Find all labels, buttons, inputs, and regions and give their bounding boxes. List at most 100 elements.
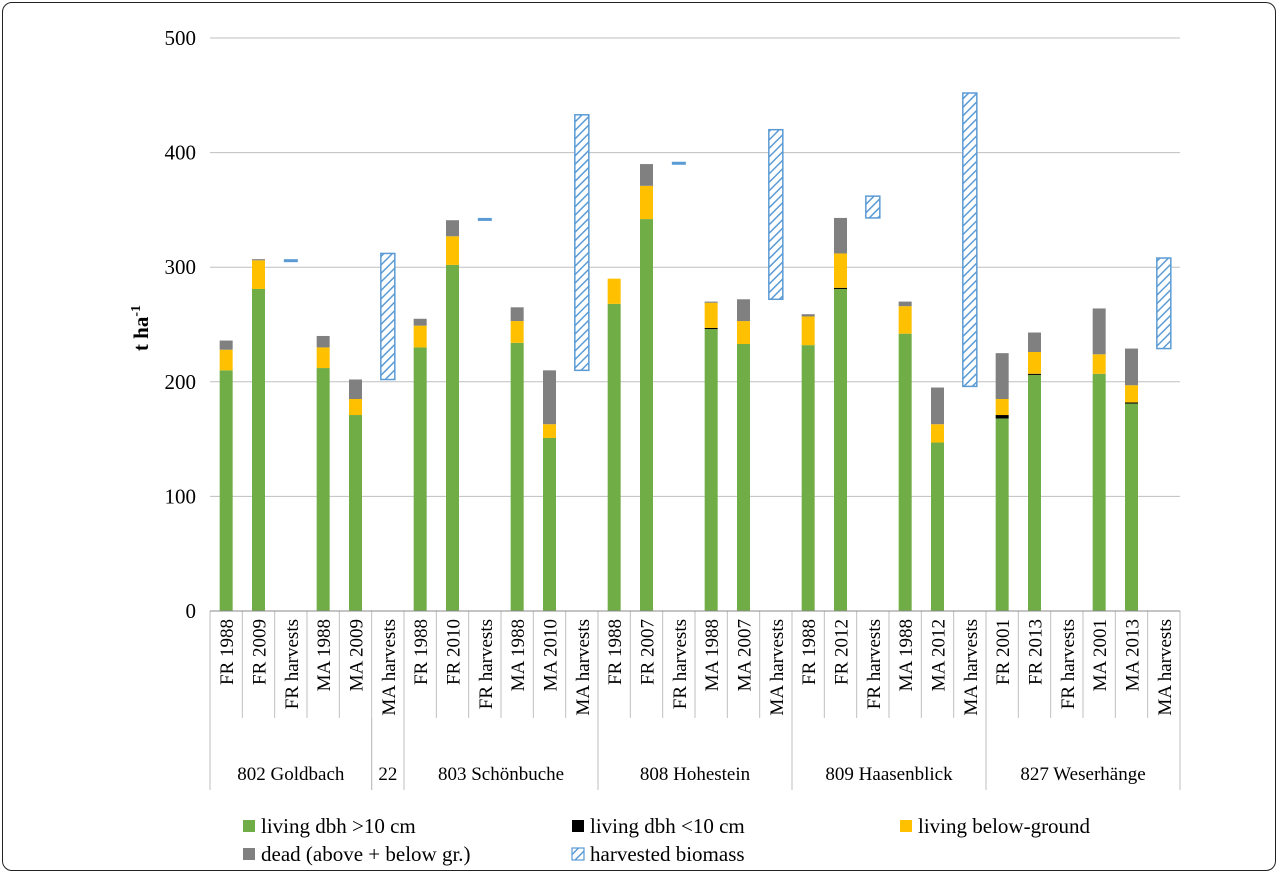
bar-segment-below: [510, 321, 524, 343]
bar-segment-below: [801, 316, 815, 346]
x-tick-label: MA 1988: [314, 619, 335, 691]
x-tick-label: FR 2010: [444, 619, 465, 685]
bar-segment-living_gt10: [413, 347, 427, 611]
harvest-bar: [962, 92, 978, 388]
bar-segment-below: [446, 236, 459, 265]
legend-label: harvested biomass: [590, 842, 745, 866]
x-tick-label: FR 2007: [638, 619, 659, 685]
x-tick-label: MA 2001: [1090, 619, 1111, 691]
x-tick-label: MA 1988: [896, 619, 917, 691]
bar-segment-living_gt10: [1125, 403, 1138, 611]
legend-swatch-harvest: [571, 847, 585, 861]
bar-segment-living_gt10: [1028, 374, 1041, 611]
bar-segment-living_lt10: [995, 415, 1009, 419]
bar-segment-below: [704, 302, 718, 328]
harvest-bar: [671, 161, 686, 165]
bar-segment-living_gt10: [898, 333, 912, 611]
legend: living dbh >10 cm living dbh <10 cm living…: [243, 814, 1091, 866]
bars: [219, 92, 1172, 611]
harvest-bar: [865, 195, 881, 219]
y-tick-label: 300: [165, 255, 197, 279]
legend-swatch-living_gt10: [243, 820, 255, 832]
bar-segment-living_gt10: [510, 342, 524, 611]
x-tick-label: FR harvests: [476, 619, 497, 709]
y-tick-label: 100: [165, 484, 197, 508]
bar-segment-below: [413, 325, 427, 348]
legend-swatch-dead: [243, 848, 255, 860]
y-axis-ticks: 0 100 200 300 400 500: [165, 26, 197, 623]
y-tick-label: 400: [165, 141, 197, 165]
bar-segment-living_gt10: [704, 329, 718, 611]
x-tick-label: MA 1988: [508, 619, 529, 691]
bar-segment-living_gt10: [640, 219, 653, 611]
x-tick-label: FR harvests: [670, 619, 691, 709]
x-tick-label: MA 2012: [929, 619, 950, 691]
bar-segment-below: [737, 321, 750, 344]
harvest-bar: [768, 128, 784, 301]
x-tick-label: MA harvests: [961, 619, 982, 716]
bar-segment-below: [316, 347, 330, 369]
harvest-bar: [1156, 257, 1172, 350]
x-group-label: 827 Weserhänge: [1020, 764, 1145, 785]
bar-segment-dead: [316, 335, 330, 348]
bar-segment-dead: [1028, 332, 1041, 353]
legend-label: living dbh <10 cm: [590, 814, 745, 838]
bar-segment-dead: [413, 318, 427, 326]
x-tick-label: FR 1988: [411, 619, 432, 685]
bar-segment-living_gt10: [252, 288, 265, 611]
bar-segment-dead: [801, 314, 815, 317]
x-tick-label: FR 2013: [1026, 619, 1047, 685]
bar-segment-living_gt10: [219, 370, 233, 611]
bar-segment-dead: [737, 299, 750, 322]
x-group-label: 22: [378, 764, 397, 785]
harvest-bar: [380, 252, 396, 381]
y-tick-label: 0: [186, 599, 197, 623]
bar-segment-dead: [349, 379, 362, 399]
x-tick-label: FR harvests: [282, 619, 303, 709]
bar-segment-below: [1125, 385, 1138, 403]
x-tick-label: FR harvests: [1058, 619, 1079, 709]
bar-segment-below: [252, 260, 265, 289]
bar-segment-below: [607, 278, 621, 304]
bar-segment-living_lt10: [704, 327, 718, 330]
bar-segment-below: [543, 424, 556, 438]
x-axis: FR 1988 FR 2009 FR harvests MA 1988 MA 2009 M…: [209, 610, 1181, 790]
x-tick-label: MA 1988: [702, 619, 723, 691]
bar-segment-dead: [1092, 308, 1106, 355]
legend-label: living below-ground: [918, 814, 1091, 838]
harvest-bar: [477, 217, 492, 221]
harvest-bar: [574, 114, 590, 372]
bar-segment-living_lt10: [834, 287, 847, 289]
x-group-label: 802 Goldbach: [237, 764, 345, 785]
bar-segment-below: [995, 398, 1009, 416]
bar-segment-living_lt10: [1125, 402, 1138, 404]
x-tick-label: FR 1988: [605, 619, 626, 685]
bar-segment-dead: [1125, 348, 1138, 386]
bar-segment-below: [834, 253, 847, 288]
bar-segment-dead: [834, 217, 847, 254]
x-tick-label: MA harvests: [767, 619, 788, 716]
bar-segment-living_gt10: [316, 368, 330, 611]
x-group-label: 803 Schönbuche: [438, 764, 564, 785]
legend-swatch-living_lt10: [572, 820, 584, 832]
x-tick-label: MA harvests: [379, 619, 400, 716]
bar-segment-dead: [995, 353, 1009, 399]
x-tick-label: MA 2007: [735, 619, 756, 691]
legend-swatch-below: [900, 820, 912, 832]
bar-segment-below: [219, 349, 233, 371]
bar-segment-below: [931, 424, 944, 443]
bar-segment-living_gt10: [834, 288, 847, 611]
bar-segment-below: [1092, 354, 1106, 374]
x-group-label: 809 Haasenblick: [825, 764, 953, 785]
bar-segment-living_gt10: [543, 437, 556, 611]
x-tick-label: FR 2012: [832, 619, 853, 685]
bar-segment-living_gt10: [995, 418, 1009, 611]
bar-segment-below: [898, 306, 912, 334]
x-tick-label: MA 2013: [1123, 619, 1144, 691]
bar-segment-below: [640, 185, 653, 220]
bar-segment-below: [1028, 352, 1041, 374]
bar-segment-dead: [543, 370, 556, 425]
bar-segment-dead: [704, 301, 718, 303]
